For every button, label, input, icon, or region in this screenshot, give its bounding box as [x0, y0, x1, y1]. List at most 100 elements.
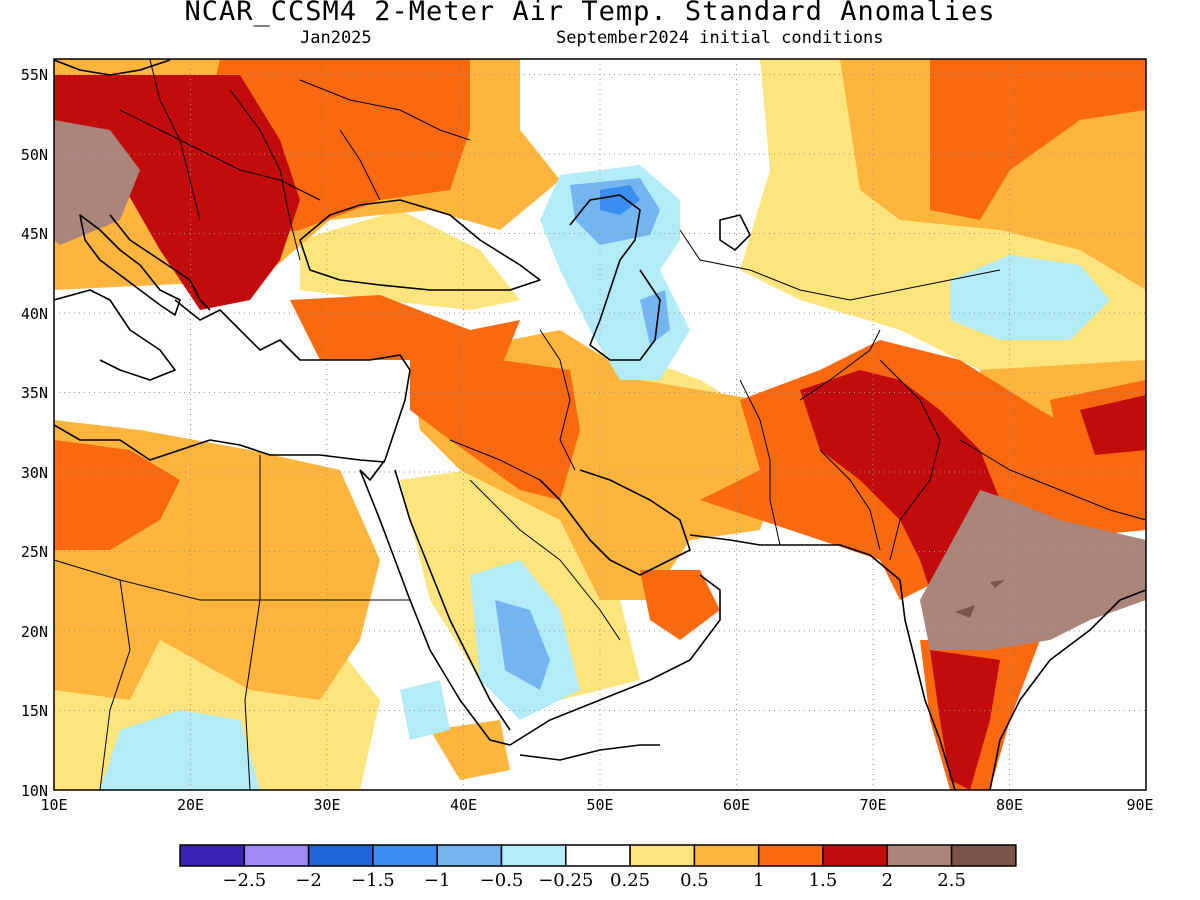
shade-orange-turkey	[290, 295, 520, 370]
colorbar-swatch	[757, 844, 824, 867]
map-title: NCAR_CCSM4 2-Meter Air Temp. Standard An…	[184, 0, 996, 27]
shade-brown-india	[920, 490, 1146, 650]
coastlines	[54, 59, 1146, 790]
lat-tick-label: 45N	[21, 225, 48, 243]
border-sahel	[53, 559, 410, 601]
shade-brown-italy	[54, 120, 140, 245]
border-chad	[99, 579, 131, 791]
coast-india-east	[989, 589, 1146, 790]
colorbar-swatch	[307, 844, 374, 867]
shade-orange-iraq	[410, 360, 580, 500]
shade-darkbrown-india	[955, 580, 1005, 618]
lon-tick-label: 10E	[40, 796, 67, 814]
lon-tick-label: 30E	[313, 796, 340, 814]
coast-persian-gulf	[539, 469, 691, 576]
colorbar-tick-label: −0.5	[480, 870, 524, 891]
shade-orange-kazakh	[930, 59, 1146, 220]
border-kazakh	[679, 229, 1001, 301]
border-europe-2	[299, 79, 471, 201]
longitude-axis: 10E 20E 30E 40E 50E 60E 70E 80E 90E	[40, 796, 1153, 814]
coast-levant	[359, 369, 411, 481]
colorbar-swatch	[179, 844, 246, 867]
colorbar-tick-label: 1	[753, 870, 764, 891]
colorbar-swatch	[822, 844, 889, 867]
shade-lightblue-chad	[100, 710, 260, 790]
coast-north-africa	[54, 424, 386, 463]
lat-tick-label: 30N	[21, 464, 48, 482]
lat-tick-label: 35N	[21, 384, 48, 402]
shade-midblue-sudan	[495, 600, 550, 690]
coast-iran-south	[689, 534, 901, 581]
shade-yellow-anatolia	[300, 210, 520, 310]
border-pak-india	[879, 359, 941, 561]
anomaly-shading	[54, 59, 1146, 790]
colorbar-tick-label: −2	[295, 870, 322, 891]
colorbar-tick-label: −2.5	[222, 870, 266, 891]
coast-arabia-south	[509, 574, 721, 746]
colorbar-swatch	[372, 844, 438, 867]
coast-mediterranean-north	[54, 289, 411, 381]
shade-midblue-caspian-s	[640, 290, 670, 345]
graticule	[54, 59, 1146, 790]
lon-tick-label: 60E	[723, 796, 750, 814]
border-iran-iraq	[539, 329, 576, 471]
border-europe-1	[119, 59, 321, 261]
shade-blue-caspian	[600, 185, 640, 215]
shade-red-europe	[54, 75, 300, 310]
colorbar-tick-label: −1	[424, 870, 451, 891]
coast-black-sea	[299, 199, 541, 291]
lat-tick-label: 50N	[21, 146, 48, 164]
border-afgh-pak	[799, 329, 881, 551]
colorbar-tick-label: 2.5	[937, 870, 966, 891]
coast-somalia	[519, 744, 660, 761]
colorbar-tick-label: 1.5	[809, 870, 838, 891]
colorbar-swatch	[243, 844, 310, 867]
border-iran-afgh	[739, 379, 781, 546]
colorbar-swatch	[500, 844, 567, 867]
lon-tick-label: 90E	[1126, 796, 1153, 814]
shade-orange-africa	[54, 440, 180, 550]
lat-tick-label: 25N	[21, 543, 48, 561]
initial-conditions-label: September2024 initial conditions	[556, 28, 884, 48]
lon-tick-label: 20E	[177, 796, 204, 814]
lat-tick-label: 40N	[21, 305, 48, 323]
map-frame	[53, 58, 1147, 791]
border-india-nepal	[959, 439, 1147, 521]
coast-aral	[719, 214, 751, 251]
shade-lightblue-tarim	[950, 255, 1110, 340]
colorbar-tick-label: 0.5	[680, 870, 709, 891]
coast-adriatic	[109, 214, 211, 311]
coast-red-sea-east	[394, 469, 511, 731]
border-saudi	[449, 439, 621, 641]
shade-lightorange-yemen	[430, 720, 510, 780]
shade-orange-oman	[640, 570, 720, 640]
lon-tick-label: 50E	[586, 796, 613, 814]
lon-tick-label: 80E	[996, 796, 1023, 814]
lon-tick-label: 40E	[450, 796, 477, 814]
colorbar-swatch	[629, 844, 696, 867]
lat-tick-label: 55N	[21, 66, 48, 84]
colorbar-swatch	[886, 844, 953, 867]
colorbar: −2.5 −2 −1.5 −1 −0.5 −0.25 0.25 0.5 1 1.5 2 2.5	[179, 844, 1017, 891]
colorbar-tick-label: −1.5	[351, 870, 395, 891]
shade-red-india-south	[930, 650, 1000, 790]
colorbar-tick-label: 0.25	[610, 870, 650, 891]
lat-tick-label: 10N	[21, 782, 48, 800]
colorbar-swatch	[950, 844, 1017, 867]
shade-red-pakistan	[800, 370, 1000, 590]
coast-north-europe	[54, 59, 171, 76]
lat-tick-label: 20N	[21, 623, 48, 641]
colorbar-tick-label: 2	[882, 870, 893, 891]
colorbar-swatch	[436, 844, 503, 867]
valid-month-label: Jan2025	[300, 28, 372, 48]
borders	[53, 59, 1147, 791]
lon-tick-label: 70E	[859, 796, 886, 814]
latitude-axis: 10N 15N 20N 25N 30N 35N 40N 45N 50N 55N	[21, 66, 48, 800]
coast-italy	[79, 214, 181, 316]
coast-red-sea-west	[359, 469, 511, 746]
shade-red-tibet	[1080, 395, 1146, 455]
colorbar-swatch	[693, 844, 760, 867]
border-sudan	[244, 599, 261, 791]
colorbar-tick-label: −0.25	[538, 870, 593, 891]
